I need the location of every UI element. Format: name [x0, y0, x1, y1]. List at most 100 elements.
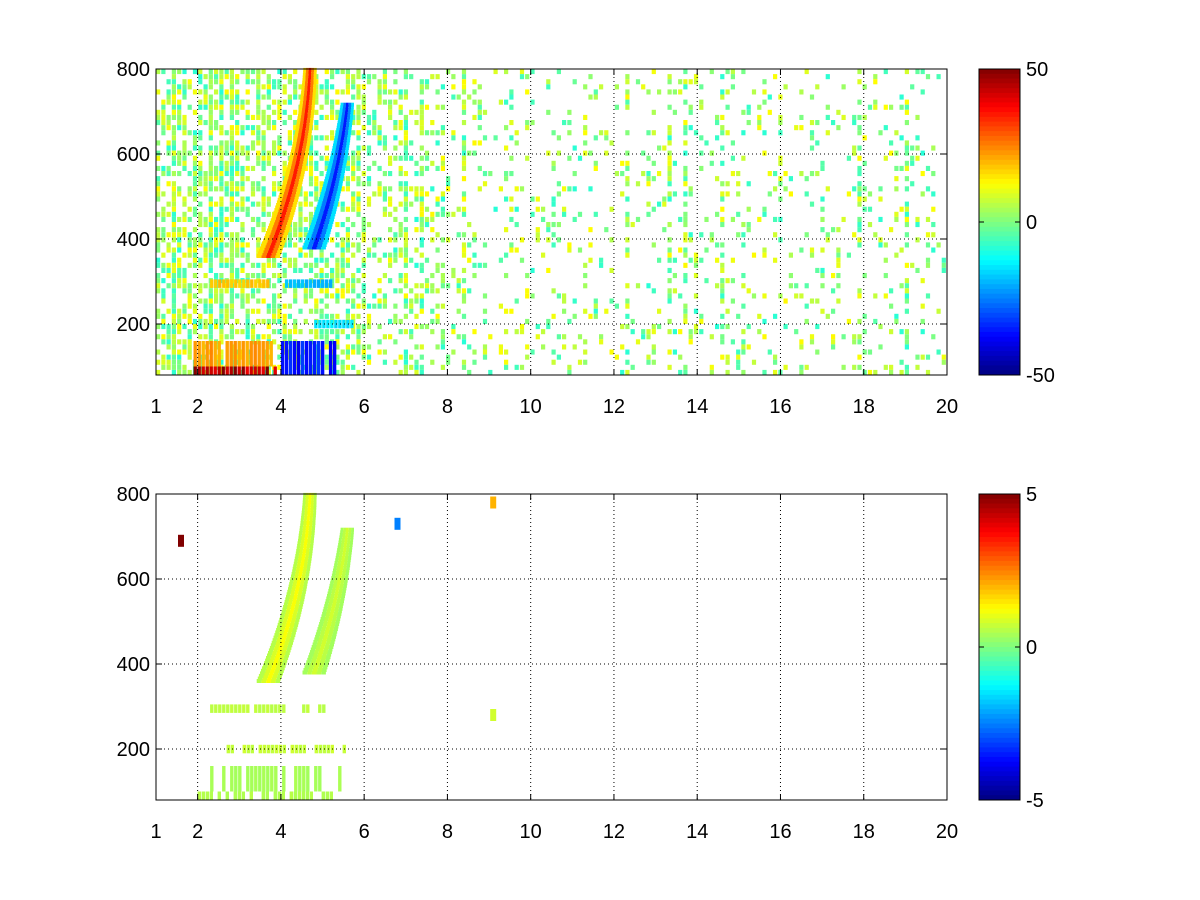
noise-cell [514, 186, 519, 192]
noise-cell [614, 171, 619, 177]
noise-cell [667, 135, 672, 141]
arc-cell [344, 576, 349, 581]
arc-cell [346, 102, 349, 107]
noise-cell [219, 318, 224, 324]
arc-cell [286, 210, 291, 215]
noise-cell [356, 313, 361, 319]
noise-cell [256, 130, 261, 136]
arc-cell [271, 228, 276, 233]
noise-cell [345, 278, 350, 284]
noise-cell [235, 181, 240, 187]
arc-cell [309, 523, 313, 528]
noise-cell [562, 293, 567, 299]
noise-cell [857, 237, 862, 243]
band-cell [253, 341, 257, 367]
noise-cell [356, 109, 361, 115]
noise-cell [198, 232, 203, 238]
noise-cell [203, 298, 208, 304]
noise-cell [377, 349, 382, 355]
noise-cell [335, 329, 340, 335]
noise-cell [177, 283, 182, 289]
noise-cell [683, 201, 688, 207]
colorbar-segment [979, 623, 1020, 629]
noise-cell [556, 354, 561, 360]
noise-cell [456, 232, 461, 238]
noise-cell [203, 89, 208, 95]
noise-cell [266, 114, 271, 120]
arc-cell [329, 645, 334, 649]
noise-cell [920, 318, 925, 324]
band-cell [328, 279, 333, 288]
noise-cell [229, 109, 234, 115]
arc-cell [321, 214, 327, 219]
arc-cell [281, 622, 286, 627]
arc-cell [307, 536, 311, 541]
noise-cell [335, 69, 340, 75]
noise-cell [245, 165, 250, 171]
noise-cell [335, 369, 340, 375]
noise-cell [625, 324, 630, 330]
noise-cell [699, 150, 704, 156]
noise-cell [261, 109, 266, 115]
noise-cell [340, 262, 345, 268]
noise-cell [567, 130, 572, 136]
noise-cell [261, 176, 266, 182]
noise-cell [208, 324, 213, 330]
noise-cell [667, 140, 672, 146]
noise-cell [161, 252, 166, 258]
noise-cell [498, 303, 503, 309]
noise-cell [398, 89, 403, 95]
noise-cell [171, 262, 176, 268]
band-cell [201, 366, 205, 375]
arc-cell [323, 622, 328, 626]
noise-cell [899, 206, 904, 212]
arc-cell [341, 555, 345, 560]
noise-cell [214, 318, 219, 324]
arc-cell [295, 162, 299, 167]
band-cell [205, 366, 209, 375]
noise-cell [324, 334, 329, 340]
colorbar-segment [979, 178, 1020, 185]
colorbar-tick-label: -5 [1026, 790, 1044, 812]
noise-cell [335, 334, 340, 340]
noise-cell [931, 247, 936, 253]
noise-cell [899, 165, 904, 171]
arc-cell [283, 656, 289, 660]
arc-cell [335, 179, 340, 184]
noise-cell [192, 145, 198, 151]
band-cell [210, 704, 214, 713]
noise-cell [504, 196, 509, 202]
arc-cell [286, 607, 291, 612]
noise-cell [403, 273, 408, 279]
noise-cell [224, 222, 229, 228]
noise-cell [219, 216, 224, 222]
noise-cell [715, 283, 720, 289]
noise-cell [556, 293, 561, 299]
arc-cell [291, 208, 296, 213]
noise-cell [862, 160, 867, 166]
noise-cell [171, 278, 176, 284]
arc-cell [333, 583, 337, 588]
band-cell [350, 319, 354, 329]
arc-cell [337, 138, 341, 143]
band-cell [205, 791, 209, 800]
noise-cell [250, 201, 256, 207]
arc-cell [349, 545, 353, 550]
noise-cell [403, 216, 408, 222]
noise-cell [889, 140, 894, 146]
noise-cell [219, 354, 224, 360]
band-cell [242, 704, 246, 713]
noise-cell [198, 99, 203, 105]
noise-cell [171, 334, 176, 340]
noise-cell [883, 155, 888, 161]
arc-cell [333, 202, 338, 207]
noise-cell [192, 237, 198, 243]
arc-cell [294, 589, 299, 594]
arc-cell [282, 607, 287, 612]
noise-cell [308, 288, 314, 294]
noise-cell [177, 84, 182, 90]
noise-cell [372, 237, 377, 243]
arc-cell [333, 141, 337, 145]
noise-cell [657, 201, 662, 207]
arc-cell [297, 594, 302, 599]
